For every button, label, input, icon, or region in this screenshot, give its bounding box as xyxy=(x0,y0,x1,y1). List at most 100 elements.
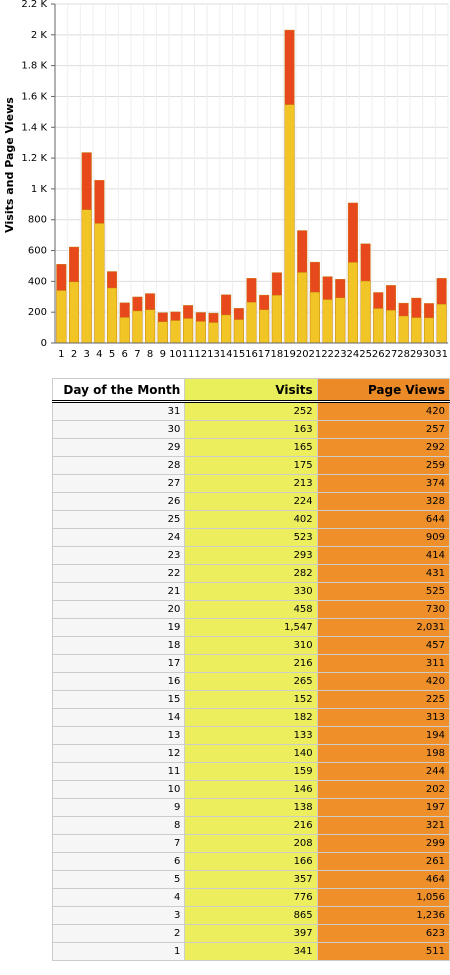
table-cell: 23 xyxy=(51,546,186,565)
table-cell: 182 xyxy=(184,708,318,727)
table-cell: 216 xyxy=(184,816,318,835)
x-tick-label: 2 xyxy=(71,349,77,360)
bar xyxy=(347,262,358,344)
table-row: 29 165 292 xyxy=(51,438,450,457)
bar xyxy=(423,317,435,344)
table-cell: 730 xyxy=(316,600,450,619)
x-tick-label: 13 xyxy=(207,349,220,360)
x-tick-label: 29 xyxy=(410,349,423,360)
table-cell: 198 xyxy=(316,744,450,763)
bar xyxy=(271,295,282,344)
table-cell: 31 xyxy=(51,401,186,421)
table-cell: 431 xyxy=(316,564,450,583)
table-cell: 133 xyxy=(184,726,318,745)
table-cell: 25 xyxy=(51,510,186,529)
table-row: 17 216 311 xyxy=(51,654,450,673)
table-row: 30 163 257 xyxy=(51,420,450,439)
bar xyxy=(132,310,143,344)
y-tick-label: 400 xyxy=(28,276,47,287)
bar xyxy=(309,291,320,344)
x-tick-label: 7 xyxy=(134,349,140,360)
bar xyxy=(385,309,396,344)
table-cell: 27 xyxy=(51,474,186,493)
x-tick-label: 17 xyxy=(258,349,271,360)
y-axis-label: Visits and Page Views xyxy=(3,97,16,233)
bar xyxy=(360,280,371,344)
table-row: 20 458 730 xyxy=(51,600,450,619)
x-tick-label: 25 xyxy=(359,349,372,360)
y-tick-label: 2.2 K xyxy=(21,0,47,10)
bar xyxy=(233,319,244,344)
table-cell: 4 xyxy=(51,888,186,907)
table-cell: 865 xyxy=(184,906,318,925)
bar xyxy=(68,281,80,344)
x-tick-label: 14 xyxy=(220,349,233,360)
bar xyxy=(246,301,257,344)
table-cell: 140 xyxy=(184,744,318,763)
bar xyxy=(107,287,118,344)
bar xyxy=(195,321,206,344)
bar xyxy=(284,104,295,344)
bar xyxy=(94,223,105,344)
x-tick-label: 11 xyxy=(182,349,195,360)
table-cell: 18 xyxy=(51,636,186,655)
table-cell: 330 xyxy=(184,582,318,601)
x-tick-label: 9 xyxy=(160,349,166,360)
x-tick-label: 21 xyxy=(309,349,322,360)
bar xyxy=(56,290,67,344)
bar xyxy=(436,303,447,344)
table-cell: 146 xyxy=(184,780,318,799)
x-tick-label: 15 xyxy=(232,349,245,360)
bar xyxy=(145,309,156,344)
table-cell: 28 xyxy=(51,456,186,475)
table-cell: 29 xyxy=(51,438,186,457)
x-tick-label: 16 xyxy=(245,349,258,360)
bar xyxy=(170,320,181,344)
x-tick-label: 22 xyxy=(321,349,334,360)
table-cell: 175 xyxy=(184,456,318,475)
table-cell: 257 xyxy=(316,420,450,439)
x-tick-label: 8 xyxy=(147,349,153,360)
table-cell: 7 xyxy=(51,834,186,853)
y-tick-label: 600 xyxy=(28,246,47,257)
table-cell: 909 xyxy=(316,528,450,547)
table-cell: 166 xyxy=(184,852,318,871)
x-tick-label: 18 xyxy=(270,349,283,360)
bar xyxy=(297,272,308,344)
y-tick-label: 1.4 K xyxy=(21,122,47,133)
table-row: 24 523 909 xyxy=(51,528,450,547)
bar xyxy=(157,321,168,344)
table-row: 23 293 414 xyxy=(51,546,450,565)
y-tick-label: 2 K xyxy=(31,30,48,41)
table-cell: 252 xyxy=(184,401,318,421)
table-cell: 623 xyxy=(316,924,450,943)
table-cell: 293 xyxy=(184,546,318,565)
table-cell: 26 xyxy=(51,492,186,511)
table-cell: 202 xyxy=(316,780,450,799)
table-row: 14 182 313 xyxy=(51,708,450,727)
x-tick-label: 3 xyxy=(84,349,90,360)
bar xyxy=(322,299,333,344)
table-cell: 163 xyxy=(184,420,318,439)
bar xyxy=(259,309,270,344)
y-tick-label: 200 xyxy=(28,307,47,318)
table-cell: 397 xyxy=(184,924,318,943)
table-cell: 24 xyxy=(51,528,186,547)
y-tick-label: 1 K xyxy=(31,184,48,195)
table-cell: 10 xyxy=(51,780,186,799)
table-cell: 3 xyxy=(51,906,186,925)
bar xyxy=(119,317,130,344)
table-cell: 20 xyxy=(51,600,186,619)
table-cell: 511 xyxy=(316,942,450,961)
table-row: 4 776 1,056 xyxy=(51,888,450,907)
table-cell: 152 xyxy=(184,690,318,709)
table-cell: 341 xyxy=(184,942,318,961)
data-table: Day of the Month Visits Page Views 31 252 420… xyxy=(51,378,450,961)
table-row: 25 402 644 xyxy=(51,510,450,529)
table-row: 31 252 420 xyxy=(51,401,450,421)
header-row: Day of the Month Visits Page Views xyxy=(51,378,450,403)
bar xyxy=(335,297,346,344)
bar xyxy=(183,318,194,344)
table-row: 9 138 197 xyxy=(51,798,450,817)
